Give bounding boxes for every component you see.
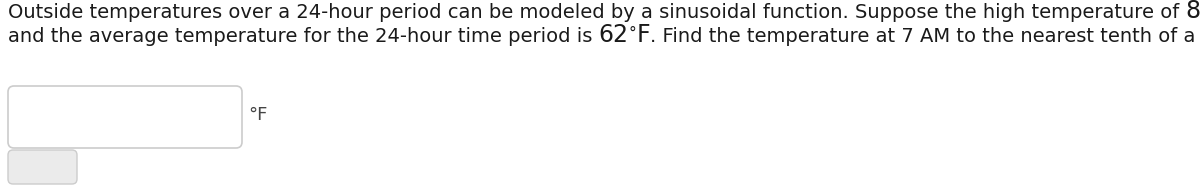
Text: F: F: [636, 23, 650, 47]
Text: 80: 80: [1186, 0, 1200, 23]
Text: 62: 62: [599, 23, 629, 47]
FancyBboxPatch shape: [8, 86, 242, 148]
FancyBboxPatch shape: [8, 150, 77, 184]
Text: and the average temperature for the 24-hour time period is: and the average temperature for the 24-h…: [8, 27, 599, 46]
Text: . Find the temperature at 7 AM to the nearest tenth of a degree.: . Find the temperature at 7 AM to the ne…: [650, 27, 1200, 46]
Text: Outside temperatures over a 24-hour period can be modeled by a sinusoidal functi: Outside temperatures over a 24-hour peri…: [8, 3, 1186, 22]
Text: °F: °F: [248, 106, 268, 124]
Text: °: °: [629, 26, 636, 41]
